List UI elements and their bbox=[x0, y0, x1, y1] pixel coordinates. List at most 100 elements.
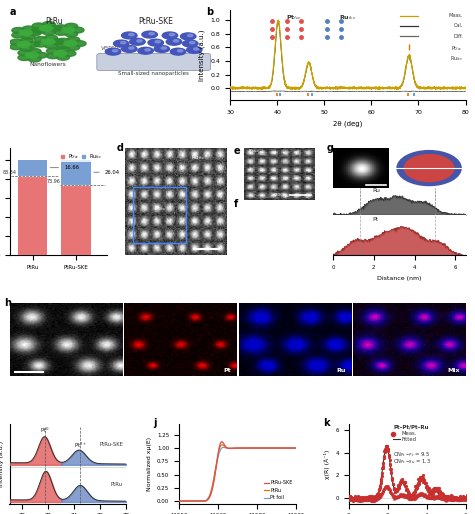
Legend: PtRu-SKE, PtRu, Pt foil: PtRu-SKE, PtRu, Pt foil bbox=[263, 480, 294, 501]
PtRu-SKE bbox=[198, 498, 204, 504]
Text: Ru$_{fcc}$: Ru$_{fcc}$ bbox=[248, 148, 260, 155]
Text: PtRu: PtRu bbox=[111, 482, 123, 487]
Circle shape bbox=[162, 32, 178, 39]
Circle shape bbox=[67, 37, 80, 43]
Line: Pt foil: Pt foil bbox=[179, 447, 304, 501]
Fitted bbox=[473, 495, 475, 501]
Text: h: h bbox=[4, 298, 11, 308]
Circle shape bbox=[42, 39, 55, 45]
Circle shape bbox=[63, 50, 76, 57]
Circle shape bbox=[28, 56, 41, 62]
Circle shape bbox=[49, 25, 62, 31]
Circle shape bbox=[122, 46, 137, 52]
Circle shape bbox=[47, 48, 59, 54]
Text: Pt: Pt bbox=[373, 217, 379, 222]
Circle shape bbox=[137, 40, 142, 42]
Fitted bbox=[346, 495, 352, 501]
PtRu-SKE bbox=[250, 445, 256, 451]
Circle shape bbox=[65, 31, 78, 37]
Circle shape bbox=[138, 47, 153, 54]
Y-axis label: Intensity (a.u.): Intensity (a.u.) bbox=[0, 441, 4, 487]
Circle shape bbox=[67, 45, 80, 50]
Circle shape bbox=[105, 48, 121, 55]
X-axis label: 2θ (deg): 2θ (deg) bbox=[333, 120, 362, 127]
Circle shape bbox=[55, 25, 67, 30]
Circle shape bbox=[51, 39, 64, 45]
Ellipse shape bbox=[404, 155, 454, 181]
Pt foil bbox=[260, 445, 266, 451]
Circle shape bbox=[142, 31, 157, 38]
Text: 26.04: 26.04 bbox=[94, 170, 120, 175]
Text: versus: versus bbox=[100, 45, 122, 51]
Bar bbox=[18, 160, 48, 176]
Circle shape bbox=[113, 49, 118, 52]
Text: j: j bbox=[153, 418, 157, 428]
Circle shape bbox=[25, 52, 38, 58]
Text: (200): (200) bbox=[274, 193, 285, 196]
Text: Nanoflowers: Nanoflowers bbox=[30, 62, 66, 67]
PtRu bbox=[198, 498, 204, 504]
PtRu bbox=[301, 445, 306, 451]
Pt foil bbox=[270, 445, 276, 451]
Fitted bbox=[387, 462, 393, 468]
Circle shape bbox=[71, 27, 84, 33]
Bar bbox=[61, 185, 91, 255]
Meas. bbox=[438, 490, 444, 497]
Circle shape bbox=[26, 42, 39, 47]
Circle shape bbox=[44, 43, 57, 48]
Y-axis label: Normalized xμ(E): Normalized xμ(E) bbox=[146, 437, 152, 491]
Meas. bbox=[438, 492, 444, 498]
Circle shape bbox=[57, 43, 69, 49]
Pt foil bbox=[220, 444, 226, 450]
Circle shape bbox=[44, 35, 57, 41]
Bar bbox=[18, 176, 48, 255]
Circle shape bbox=[277, 207, 283, 211]
Text: Pt$^0$: Pt$^0$ bbox=[40, 426, 49, 435]
FancyBboxPatch shape bbox=[97, 53, 210, 70]
Circle shape bbox=[62, 27, 75, 33]
Circle shape bbox=[173, 40, 179, 42]
Circle shape bbox=[34, 36, 47, 42]
Fitted bbox=[396, 482, 402, 488]
Circle shape bbox=[129, 47, 134, 49]
Circle shape bbox=[10, 44, 23, 50]
Line: PtRu-SKE: PtRu-SKE bbox=[179, 442, 304, 501]
Text: Small-sized nanoparticles: Small-sized nanoparticles bbox=[118, 71, 189, 77]
Circle shape bbox=[57, 47, 70, 52]
Circle shape bbox=[28, 48, 41, 54]
Meas. bbox=[346, 494, 352, 501]
Circle shape bbox=[161, 47, 166, 49]
Text: Diff.: Diff. bbox=[454, 33, 463, 39]
PtRu-SKE bbox=[176, 498, 182, 504]
Circle shape bbox=[171, 48, 186, 55]
Text: Pt$_{fcc}$: Pt$_{fcc}$ bbox=[451, 44, 463, 53]
Line: Fitted: Fitted bbox=[349, 447, 475, 498]
Circle shape bbox=[155, 41, 161, 43]
Circle shape bbox=[18, 55, 31, 61]
Text: b: b bbox=[207, 7, 214, 16]
Circle shape bbox=[42, 29, 56, 35]
Text: Meas.: Meas. bbox=[401, 431, 417, 436]
X-axis label: Distance (nm): Distance (nm) bbox=[377, 276, 421, 281]
Circle shape bbox=[34, 41, 47, 47]
Text: *(200): *(200) bbox=[287, 248, 300, 252]
Text: Ru: Ru bbox=[373, 188, 381, 193]
Circle shape bbox=[256, 226, 261, 230]
Circle shape bbox=[277, 226, 283, 230]
Y-axis label: χ(R) (Å⁻¹): χ(R) (Å⁻¹) bbox=[324, 449, 330, 479]
Circle shape bbox=[54, 50, 67, 57]
Circle shape bbox=[166, 39, 182, 45]
Circle shape bbox=[18, 50, 31, 56]
PtRu bbox=[270, 445, 276, 451]
Circle shape bbox=[32, 23, 45, 29]
Circle shape bbox=[47, 53, 59, 59]
Pt foil bbox=[198, 498, 204, 504]
Text: f: f bbox=[234, 199, 238, 209]
Text: PtRu-SKE: PtRu-SKE bbox=[99, 442, 123, 447]
Meas. bbox=[397, 483, 402, 489]
Circle shape bbox=[129, 33, 134, 36]
Text: Pt$_{fcc}$: Pt$_{fcc}$ bbox=[286, 13, 302, 22]
PtRu-SKE bbox=[260, 445, 266, 451]
Legend: Pt$_{fcc}$, Ru$_{fcc}$: Pt$_{fcc}$, Ru$_{fcc}$ bbox=[59, 151, 104, 162]
Text: k: k bbox=[323, 418, 330, 428]
